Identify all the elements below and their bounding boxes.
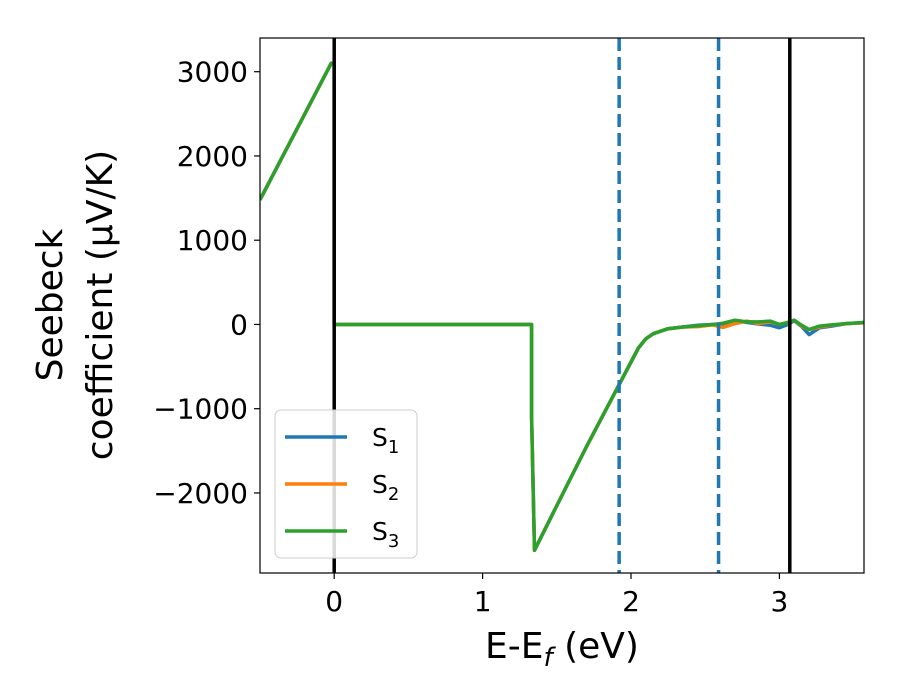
y-tick-label: −2000 — [153, 477, 248, 510]
legend-label-s2: S2 — [372, 470, 399, 505]
y-axis-ticks: −2000 −1000 0 1000 2000 3000 — [153, 56, 260, 510]
y-axis-label-line2: coefficient (μV/K) — [80, 150, 121, 460]
x-tick-label: 3 — [770, 585, 788, 618]
x-tick-label: 0 — [325, 585, 343, 618]
x-tick-label: 1 — [474, 585, 492, 618]
y-axis-label: Seebeck coefficient (μV/K) — [30, 150, 121, 460]
y-tick-label: −1000 — [153, 393, 248, 426]
y-tick-label: 1000 — [177, 224, 248, 257]
y-tick-label: 3000 — [177, 56, 248, 89]
x-axis-ticks: 0 1 2 3 — [325, 573, 788, 618]
series-line-s3 — [260, 61, 864, 553]
legend-label-s1: S1 — [372, 423, 399, 458]
legend-label-s3: S3 — [372, 517, 399, 552]
legend: S1 S2 S3 — [274, 409, 418, 559]
series-layer — [260, 61, 864, 553]
y-tick-label: 0 — [230, 308, 248, 341]
x-axis-label: E-Ef (eV) — [485, 626, 639, 673]
y-tick-label: 2000 — [177, 140, 248, 173]
plot-frame — [259, 37, 865, 574]
x-tick-label: 2 — [622, 585, 640, 618]
y-axis-label-line1: Seebeck — [30, 228, 71, 381]
